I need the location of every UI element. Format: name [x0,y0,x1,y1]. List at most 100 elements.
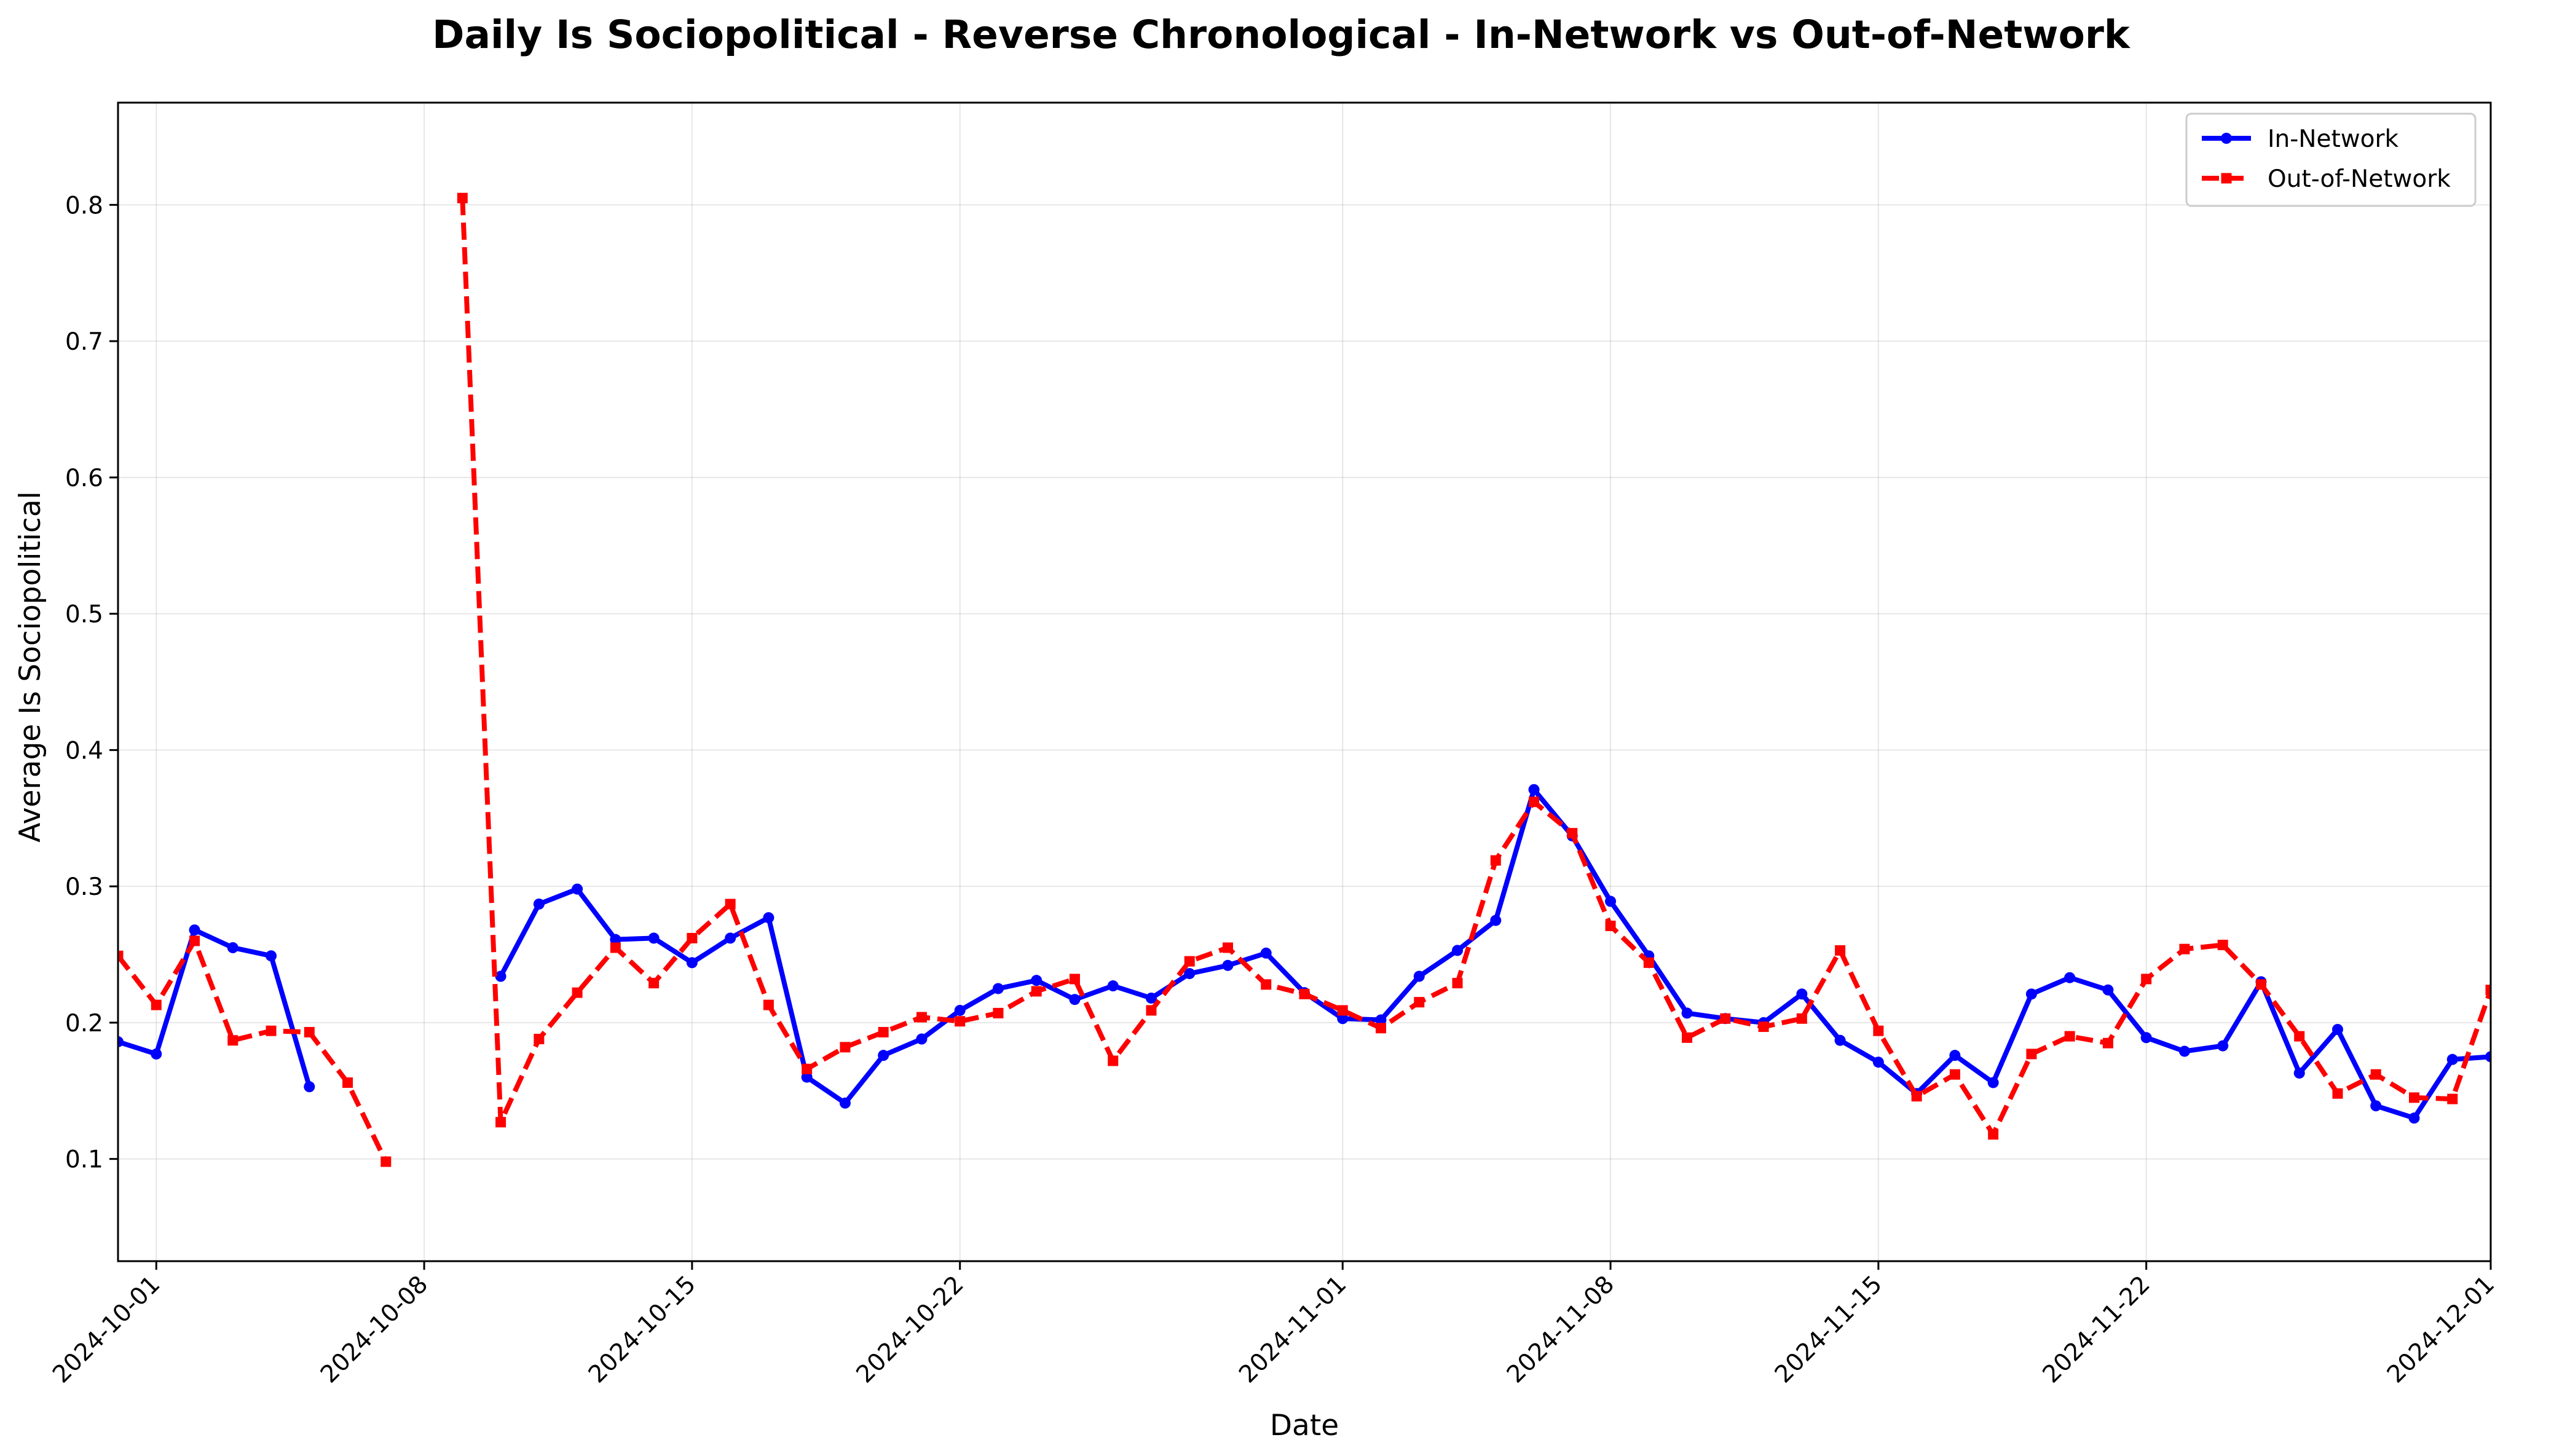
data-point [878,1050,889,1061]
data-point [1872,1057,1884,1068]
data-point [1796,1013,1807,1024]
data-point [2332,1088,2343,1099]
y-tick-label: 0.6 [65,465,103,492]
data-point [1108,1055,1119,1066]
data-point [227,1035,238,1046]
data-point [1146,1005,1157,1016]
data-point [1145,992,1157,1004]
data-point [151,999,162,1010]
data-point [1949,1069,1960,1080]
data-point [1988,1129,1999,1140]
legend-label: Out-of-Network [2268,165,2451,193]
data-point [2064,1031,2075,1042]
legend-marker [2221,173,2232,184]
data-point [1490,855,1501,866]
data-point [1260,947,1272,959]
data-point [878,1026,889,1037]
y-axis-label: Average Is Sociopolitical [14,491,47,842]
data-point [304,1026,315,1037]
data-point [2026,1049,2037,1060]
y-tick-label: 0.2 [65,1010,103,1037]
x-axis-label: Date [1270,1409,1339,1442]
data-point [2331,1024,2343,1035]
data-point [1031,986,1042,997]
data-point [380,1156,392,1167]
data-point [151,1048,162,1060]
data-point [1681,1007,1693,1019]
series-line [460,198,2491,1137]
data-point [763,999,774,1010]
data-point [992,983,1004,994]
data-point [2102,984,2114,996]
legend-box [2185,112,2477,207]
data-point [1299,988,1310,999]
y-tick-label: 0.7 [65,328,103,356]
data-point [572,883,583,895]
data-point [1107,980,1119,992]
data-point [1261,979,1272,990]
data-point [610,934,621,945]
data-point [2141,974,2152,985]
series-line [118,927,312,1088]
data-point [227,942,238,953]
y-tick-label: 0.5 [65,601,103,629]
y-tick-label: 0.8 [65,192,103,219]
data-point [725,932,736,944]
data-point [2025,988,2037,1000]
y-tick-label: 0.4 [65,737,103,765]
data-point [1643,957,1654,968]
data-point [840,1042,851,1053]
data-point [1069,974,1080,985]
data-point [2485,985,2491,996]
data-point [2294,1031,2305,1042]
data-point [2179,943,2190,954]
data-point [1796,988,1808,1000]
chart-title: Daily Is Sociopolitical - Reverse Chrono… [432,12,2131,57]
data-point [801,1071,813,1083]
data-point [993,1007,1004,1018]
y-tick-label: 0.3 [65,873,103,901]
data-point [954,1004,966,1016]
data-point [1835,945,1846,956]
data-point [495,970,506,982]
data-point [2408,1112,2420,1124]
data-point [534,1034,545,1045]
data-point [763,912,775,924]
data-point [1184,968,1196,980]
data-point [648,978,660,989]
data-point [1605,920,1616,931]
data-point [648,932,660,944]
series-out-of-network [118,192,2491,1167]
data-point [1069,994,1081,1005]
legend-label: In-Network [2268,125,2399,153]
data-point [1337,1013,1349,1025]
data-point [1949,1050,1961,1061]
data-point [2217,1040,2229,1052]
data-point [304,1081,315,1093]
data-point [610,942,621,953]
data-point [2408,1092,2419,1103]
data-point [2178,1045,2190,1057]
data-point [1413,970,1425,982]
data-point [1031,975,1043,986]
data-point [2293,1067,2305,1079]
data-point [1222,942,1233,953]
data-point [1834,1034,1846,1046]
series-layer [118,192,2491,1167]
data-point [2255,979,2266,990]
data-point [955,1016,966,1027]
plot-frame [117,101,2492,1262]
data-point [839,1097,851,1109]
data-point [916,1033,928,1045]
data-point [189,935,200,946]
data-point [189,924,200,936]
data-point [916,1012,927,1023]
data-point [1682,1032,1693,1043]
data-point [2064,972,2076,983]
data-point [802,1063,813,1074]
data-point [1529,797,1540,808]
data-point [1490,915,1502,926]
data-point [2140,1032,2152,1044]
